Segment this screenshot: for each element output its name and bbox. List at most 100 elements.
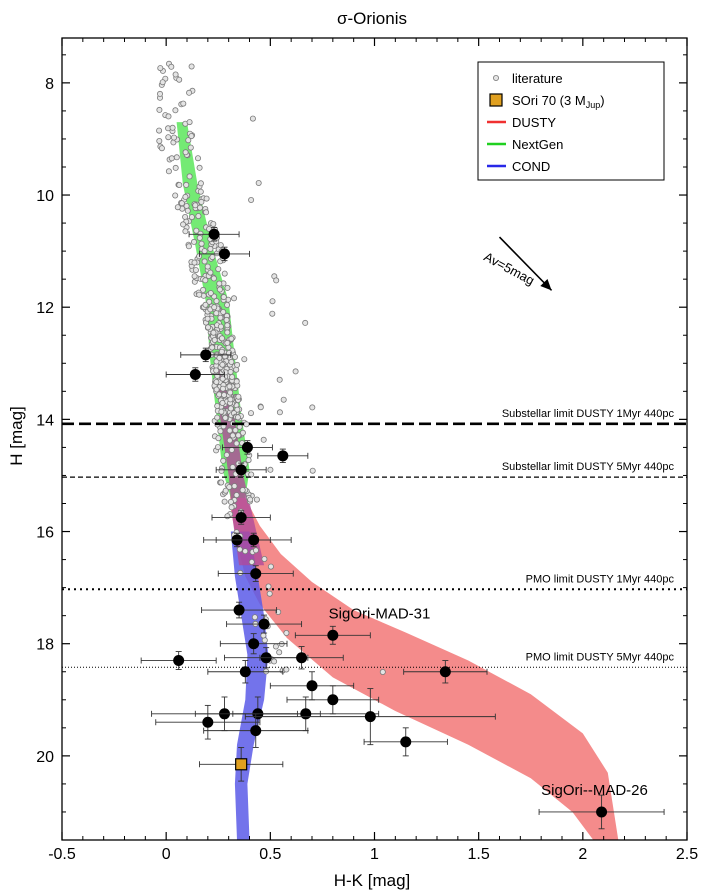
literature-point (248, 559, 255, 566)
literature-point (156, 127, 163, 134)
literature-point (292, 368, 299, 375)
literature-point (200, 286, 207, 293)
literature-point (273, 277, 280, 284)
literature-point (210, 329, 217, 336)
literature-point (184, 207, 191, 214)
literature-point (183, 181, 190, 188)
literature-point (248, 471, 255, 478)
literature-point (271, 658, 278, 665)
literature-point (226, 437, 233, 444)
literature-point (216, 391, 223, 398)
literature-point (172, 71, 179, 78)
literature-point (220, 457, 227, 464)
literature-point (219, 361, 226, 368)
literature-point (205, 324, 212, 331)
legend-label: literature (512, 71, 563, 86)
literature-point (196, 234, 203, 241)
literature-point (233, 366, 240, 373)
literature-point (309, 404, 316, 411)
literature-point (183, 202, 190, 209)
literature-point (228, 504, 235, 511)
y-tick-label: 12 (36, 300, 54, 317)
literature-point (185, 243, 192, 250)
literature-point (276, 649, 283, 656)
literature-point (226, 427, 233, 434)
literature-point (186, 173, 193, 180)
legend-label: COND (512, 159, 550, 174)
literature-point (276, 376, 283, 383)
literature-point (182, 228, 189, 235)
literature-point (217, 314, 224, 321)
literature-point (213, 386, 220, 393)
literature-point (186, 89, 193, 96)
literature-point (165, 113, 172, 120)
literature-point (216, 354, 223, 361)
literature-point (203, 195, 210, 202)
observed-point (173, 655, 185, 667)
literature-point (194, 155, 201, 162)
legend-label: DUSTY (512, 115, 556, 130)
literature-point (156, 90, 163, 97)
axes: -0.5 0 0.5 1 1.5 2 2.5 8 10 12 14 16 18 20 (36, 38, 698, 863)
literature-point (229, 432, 236, 439)
literature-point (257, 404, 264, 411)
literature-point (207, 245, 214, 252)
literature-point (196, 164, 203, 171)
x-tick-label: 0 (162, 846, 171, 863)
legend-box (477, 61, 665, 181)
literature-point (213, 298, 220, 305)
literature-point (168, 63, 175, 70)
literature-point (243, 421, 250, 428)
literature-point (222, 487, 229, 494)
x-tick-label: 2 (578, 846, 587, 863)
literature-point (201, 258, 208, 265)
limit-label: Substellar limit DUSTY 1Myr 440pc (502, 408, 675, 420)
literature-point (224, 329, 231, 336)
legend-label: SOri 70 (3 MJup) (512, 93, 605, 110)
observed-points (140, 227, 665, 830)
literature-point (265, 583, 272, 590)
literature-point (224, 301, 231, 308)
literature-point (191, 259, 198, 266)
literature-point (214, 414, 221, 421)
observed-point (400, 736, 412, 748)
literature-point (220, 294, 227, 301)
literature-point (234, 414, 241, 421)
limit-label: Substellar limit DUSTY 5Myr 440pc (502, 461, 675, 473)
literature-point (249, 115, 256, 122)
literature-point (239, 429, 246, 436)
literature-point (211, 304, 218, 311)
literature-point (202, 301, 209, 308)
literature-point (187, 144, 194, 151)
literature-point (176, 76, 183, 83)
literature-point (219, 399, 226, 406)
observed-point (364, 711, 376, 723)
literature-point (192, 267, 199, 274)
literature-point (231, 483, 238, 490)
legend-label: NextGen (512, 137, 563, 152)
literature-point (309, 467, 316, 474)
model-bands (176, 122, 619, 840)
literature-point (185, 137, 192, 144)
literature-point (237, 569, 244, 576)
literature-point (173, 154, 180, 161)
literature-point (192, 202, 199, 209)
literature-point (253, 496, 260, 503)
literature-point (228, 358, 235, 365)
observed-point (248, 638, 260, 650)
literature-point (188, 214, 195, 221)
y-tick-label: 14 (36, 412, 54, 429)
literature-point (188, 63, 195, 70)
literature-point (174, 204, 181, 211)
literature-point (260, 436, 267, 443)
observed-point (235, 512, 247, 524)
literature-point (213, 378, 220, 385)
observed-point (296, 652, 308, 664)
literature-point (232, 427, 239, 434)
literature-point (215, 266, 222, 273)
literature-point (247, 496, 254, 503)
literature-point (172, 164, 179, 171)
literature-point (221, 498, 228, 505)
literature-point (235, 393, 242, 400)
